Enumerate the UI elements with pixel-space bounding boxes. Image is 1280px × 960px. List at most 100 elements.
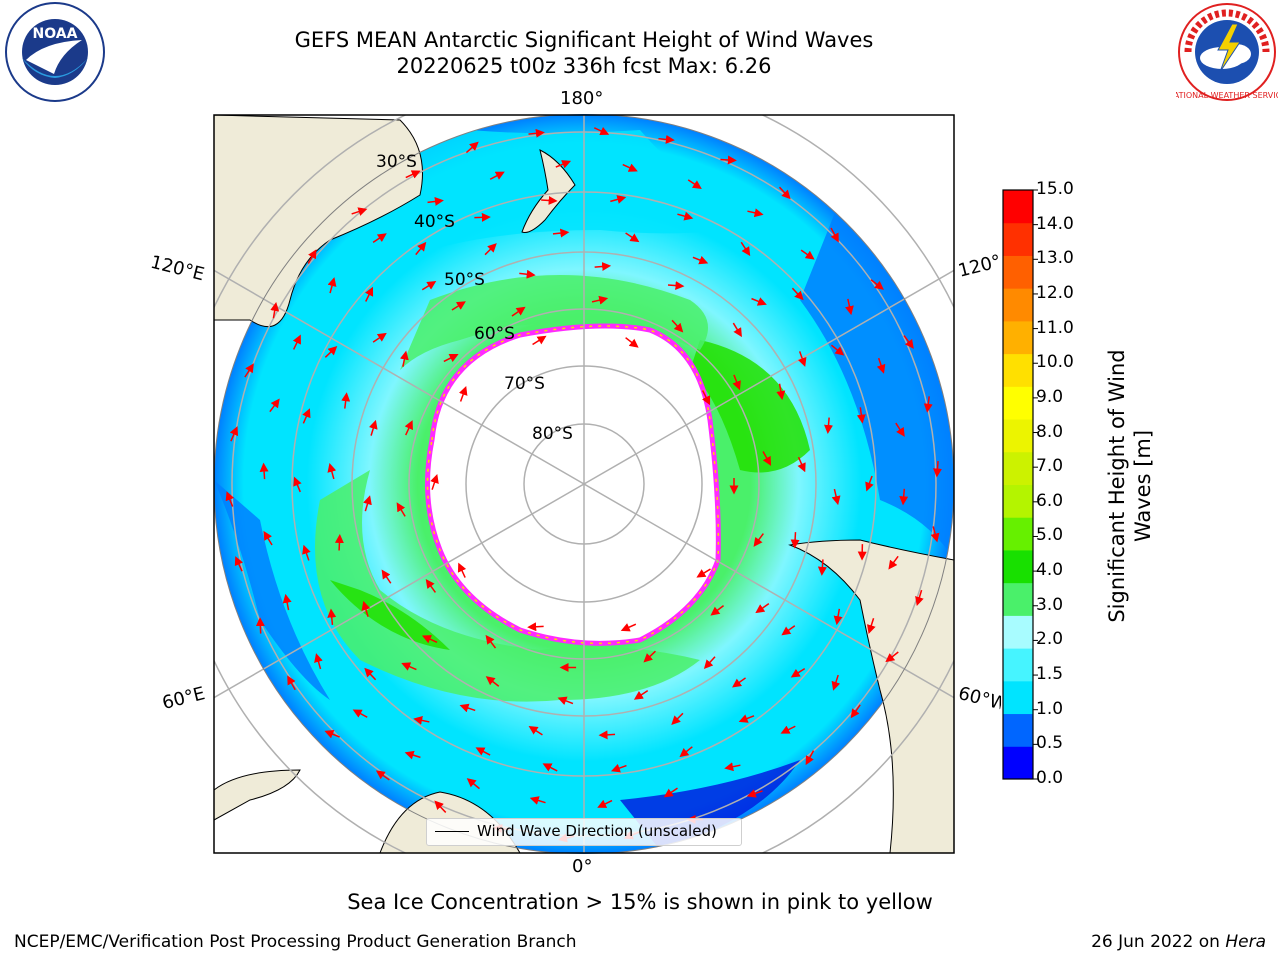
- colorbar-segment-3: [1003, 648, 1033, 682]
- wave-vector-58: [751, 297, 767, 306]
- wave-vector-123: [324, 730, 340, 739]
- wave-direction-vectors: [225, 126, 942, 843]
- patch-east-blue: [800, 200, 954, 560]
- wave-vector-34: [451, 301, 466, 311]
- colorbar-segment-0: [1003, 746, 1033, 780]
- wave-vector-80: [677, 211, 694, 221]
- wave-vector-81: [740, 241, 751, 257]
- wave-vector-16: [396, 502, 406, 517]
- colorbar-outline: [1002, 189, 1034, 780]
- colorbar-tick-label-3: 12.0: [1036, 282, 1074, 303]
- colorbar-segment-13: [1003, 320, 1033, 355]
- colorbar-tick-label-13: 2.0: [1036, 629, 1064, 650]
- lat-label-50s: 50°S: [444, 270, 485, 290]
- noaa-logo: NOAA: [5, 2, 105, 102]
- wave-vector-113: [899, 488, 909, 506]
- wave-vector-138: [720, 155, 737, 165]
- wave-vector-32: [368, 419, 378, 436]
- wave-vector-124: [287, 675, 296, 691]
- madagascar: [214, 769, 301, 821]
- wave-vector-25: [703, 656, 716, 669]
- wave-vector-30: [381, 569, 392, 584]
- colorbar-tick-label-0: 15.0: [1036, 179, 1074, 199]
- wave-vector-74: [324, 345, 338, 358]
- nws-logo: NATIONAL WEATHER SERVICE: [1176, 3, 1278, 101]
- meridian-60: [583, 269, 954, 485]
- wave-vector-92: [466, 778, 480, 790]
- wave-vector-93: [404, 750, 421, 760]
- wave-vector-117: [780, 725, 796, 734]
- wave-vector-62: [817, 559, 827, 576]
- wave-vector-140: [830, 227, 839, 243]
- wave-vector-143: [923, 396, 933, 413]
- wave-vector-68: [413, 716, 430, 725]
- colorbar-segment-15: [1003, 255, 1033, 289]
- colorbar: [1002, 189, 1038, 780]
- wave-vector-130: [270, 301, 280, 319]
- wave-vector-129: [244, 363, 254, 378]
- wave-vector-60: [824, 417, 833, 434]
- colorbar-segment-1: [1003, 713, 1033, 747]
- wave-vector-83: [831, 344, 845, 356]
- wave-vector-53: [421, 281, 437, 291]
- patch-indian-bright: [330, 580, 450, 650]
- wave-vector-55: [552, 228, 570, 238]
- wave-vector-96: [282, 593, 292, 611]
- wave-vector-36: [594, 262, 612, 271]
- wave-vector-115: [867, 618, 876, 635]
- wave-vector-2: [620, 623, 637, 632]
- wave-vector-5: [430, 474, 439, 490]
- wave-vector-110: [845, 298, 854, 316]
- wave-vector-64: [679, 746, 693, 758]
- wave-vector-15: [425, 579, 437, 593]
- colorbar-segment-7: [1003, 517, 1033, 551]
- wave-vector-91: [529, 796, 546, 805]
- wave-vector-95: [314, 653, 323, 670]
- lat-label-60s: 60°S: [474, 324, 515, 344]
- date-host: Hera: [1225, 932, 1266, 952]
- wave-vector-78: [541, 195, 558, 205]
- wave-vector-9: [701, 390, 711, 406]
- patch-west-blue: [214, 480, 330, 700]
- noaa-logo-text: NOAA: [33, 26, 78, 42]
- patch-indian-green: [315, 470, 700, 702]
- wave-vector-20: [591, 295, 609, 305]
- wave-vector-65: [610, 763, 627, 773]
- wave-vector-51: [341, 392, 351, 409]
- colorbar-label: Significant Height of Wind Waves [m]: [1104, 349, 1156, 622]
- wave-vector-47: [401, 662, 417, 671]
- sea-ice-region: [425, 323, 721, 646]
- colorbar-tick-label-5: 10.0: [1036, 352, 1074, 373]
- lat-label-80s: 80°S: [532, 424, 573, 444]
- wave-vector-82: [791, 287, 804, 301]
- lat-label-70s: 70°S: [504, 374, 545, 394]
- wave-vector-103: [427, 196, 444, 206]
- wave-vector-69: [364, 667, 377, 681]
- south-america: [788, 539, 954, 853]
- wave-vector-44: [598, 730, 616, 740]
- wave-vector-46: [459, 703, 476, 713]
- wave-vector-136: [593, 126, 610, 136]
- wave-vector-84: [856, 407, 866, 424]
- wave-vector-17: [404, 420, 413, 436]
- wave-vector-19: [511, 306, 526, 317]
- nws-logo-text: NATIONAL WEATHER SERVICE: [1176, 91, 1278, 100]
- wave-vector-28: [485, 676, 500, 687]
- lat-label-30s: 30°S: [376, 152, 417, 172]
- wave-vector-75: [364, 286, 374, 302]
- wave-vector-148: [850, 704, 861, 719]
- wave-vector-146: [915, 589, 924, 606]
- colorbar-tick-label-4: 11.0: [1036, 317, 1074, 338]
- wave-vector-135: [528, 128, 545, 138]
- lon-label-0: 0°: [572, 856, 593, 877]
- wave-vector-145: [930, 526, 940, 543]
- colorbar-tick-label-1: 14.0: [1036, 213, 1074, 234]
- wave-vector-72: [293, 476, 302, 493]
- wave-vector-63: [781, 625, 796, 636]
- colorbar-segment-6: [1003, 549, 1033, 584]
- colorbar-segment-4: [1003, 615, 1033, 649]
- colorbar-tick-label-11: 4.0: [1036, 560, 1064, 581]
- wave-vector-73: [302, 408, 311, 424]
- wave-vector-67: [475, 747, 491, 756]
